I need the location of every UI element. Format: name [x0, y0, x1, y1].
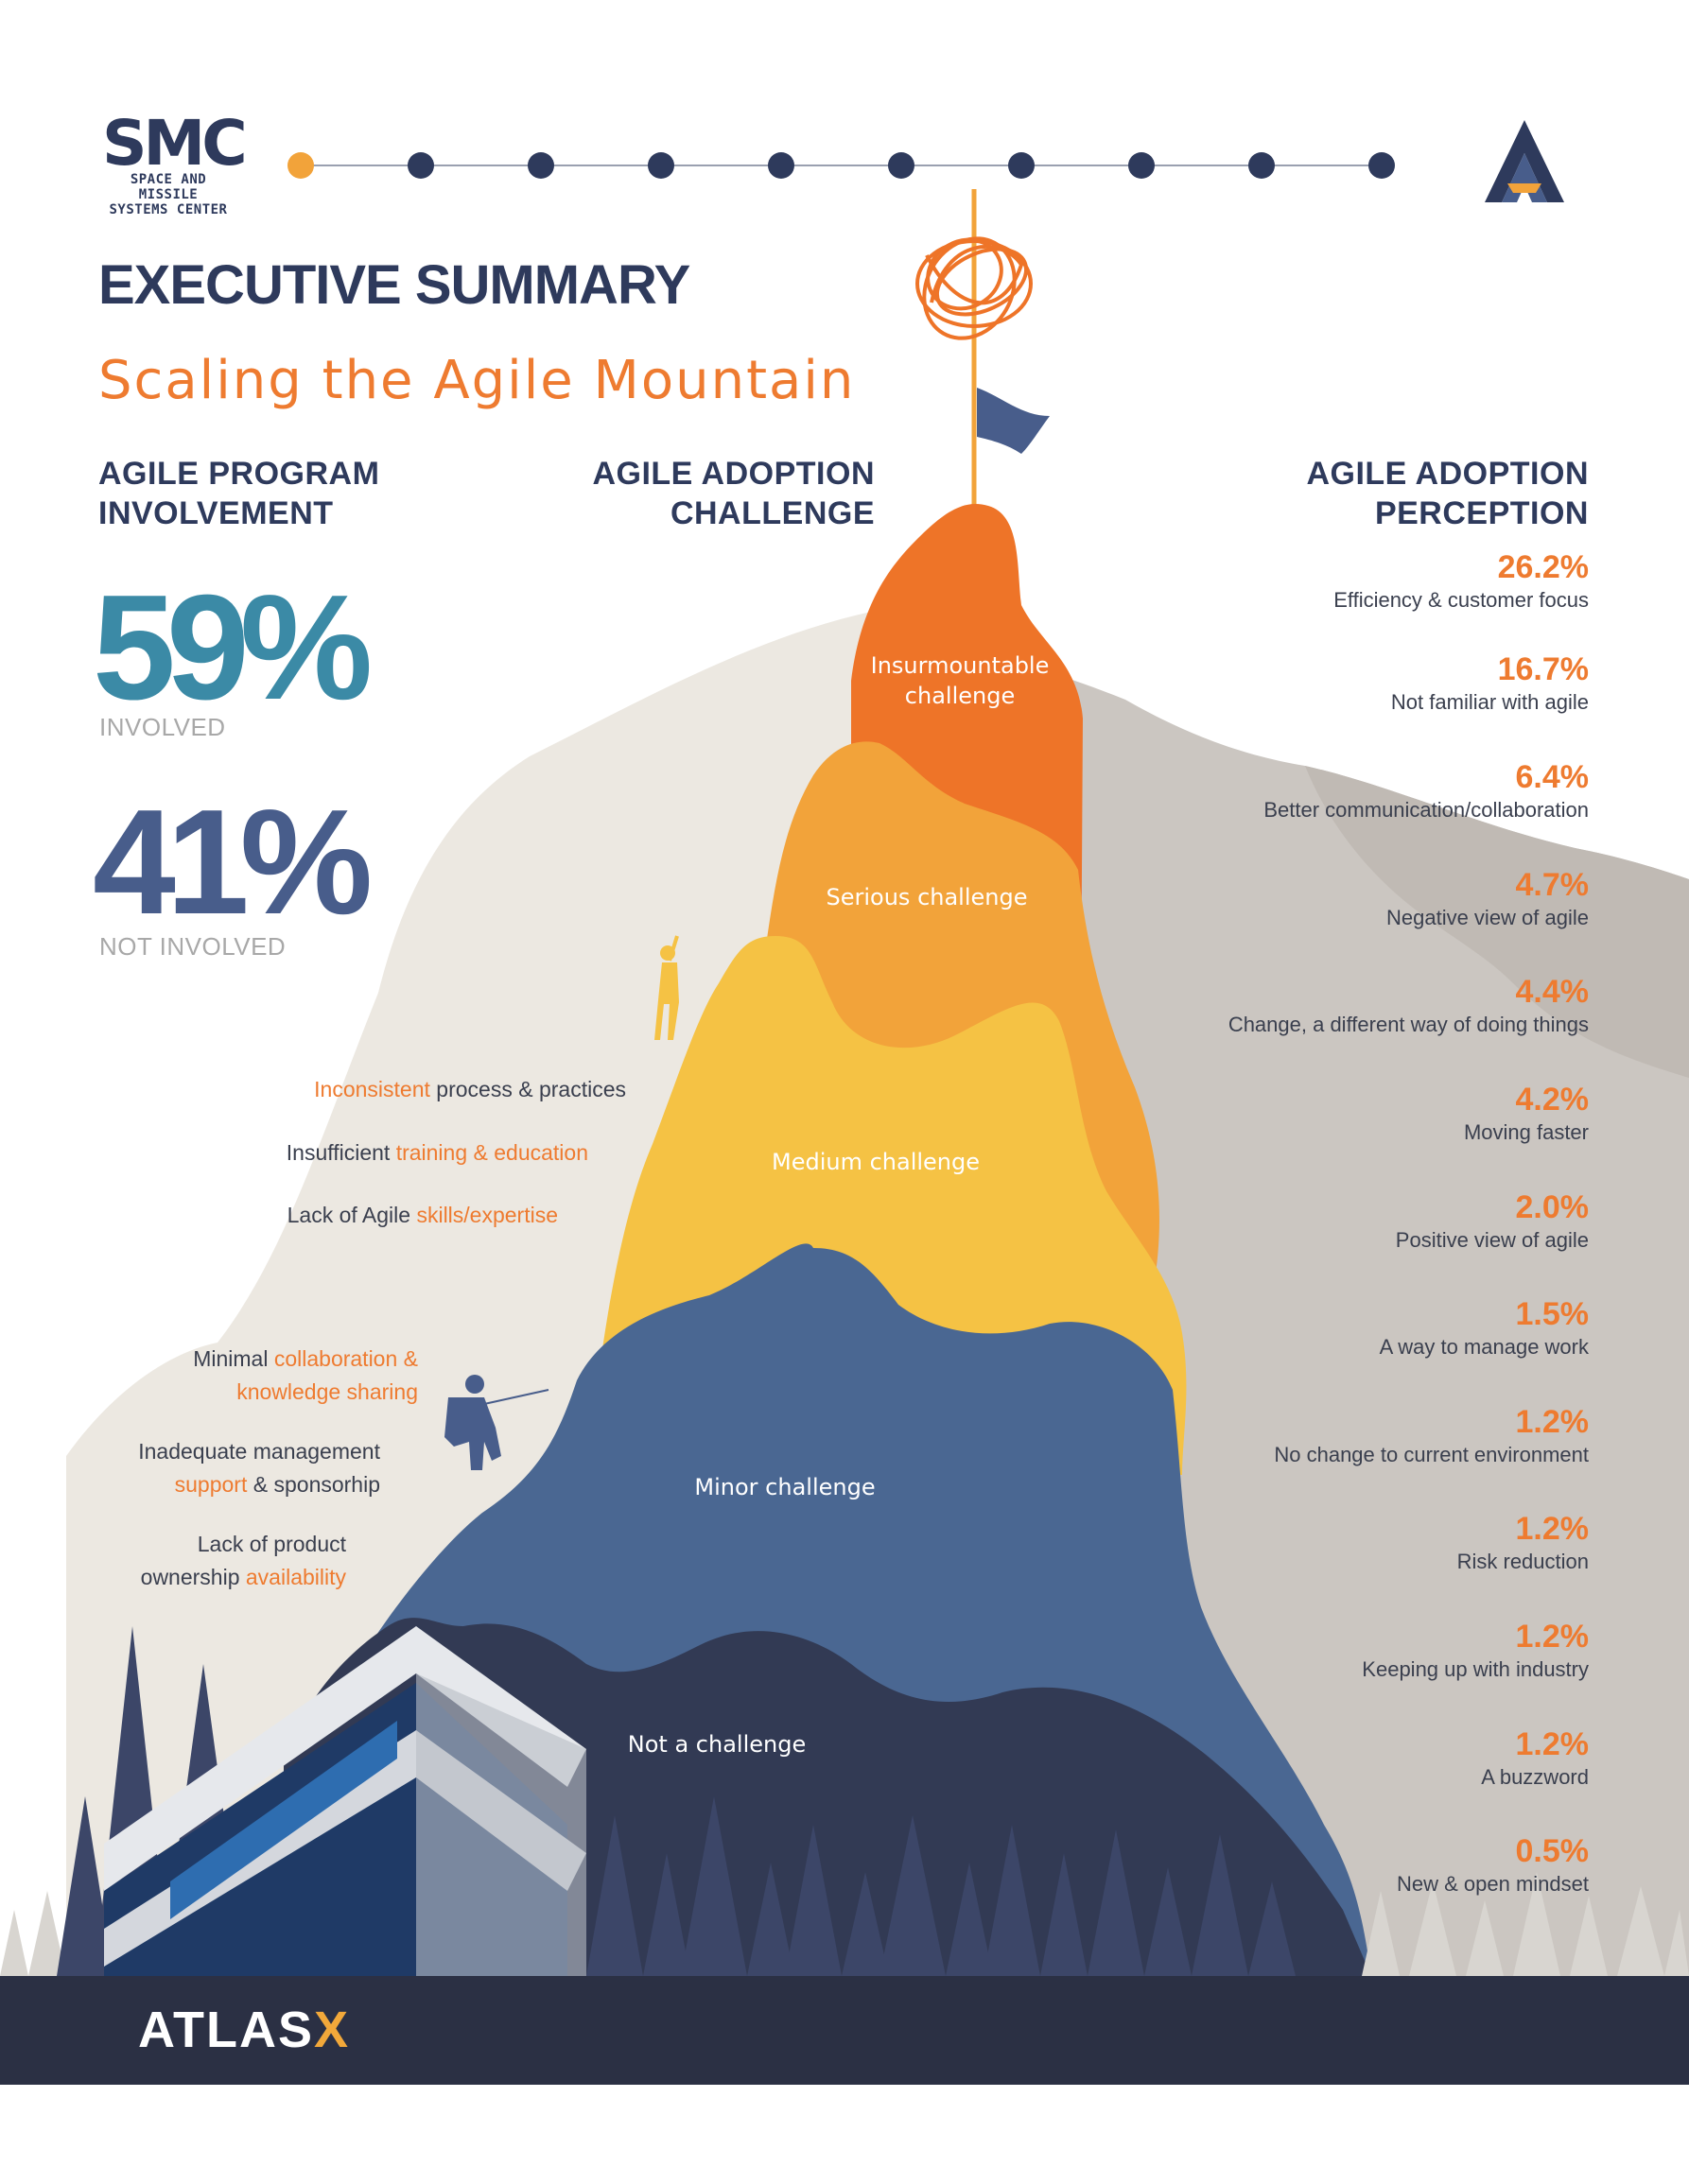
- perception-label: A way to manage work: [1379, 1335, 1589, 1359]
- perception-label: Positive view of agile: [1395, 1228, 1589, 1252]
- perception-item: 4.7% Negative view of agile: [1097, 866, 1589, 932]
- smc-logo-line1: SPACE AND MISSILE: [130, 172, 207, 202]
- reason-item: Lack of product ownership availability: [140, 1532, 346, 1589]
- perception-value: 26.2%: [1497, 549, 1589, 585]
- not-involved-percentage: 41%: [93, 779, 373, 945]
- perception-label: No change to current environment: [1274, 1443, 1589, 1466]
- perception-item: 1.2% A buzzword: [1097, 1725, 1589, 1792]
- perception-value: 2.0%: [1515, 1189, 1590, 1225]
- perception-value: 4.2%: [1515, 1082, 1590, 1118]
- perception-value: 1.2%: [1515, 1619, 1590, 1655]
- band-label-minor: Minor challenge: [694, 1474, 876, 1500]
- perception-label: Not familiar with agile: [1390, 690, 1589, 714]
- perception-label: New & open mindset: [1397, 1872, 1589, 1896]
- perception-label: A buzzword: [1481, 1765, 1589, 1789]
- reason-item: Inadequate management support & sponsorh…: [138, 1439, 380, 1497]
- reason-item: Lack of Agile skills/expertise: [287, 1203, 558, 1227]
- foreground-treeline: [586, 1796, 1296, 1976]
- perception-value: 6.4%: [1515, 759, 1590, 795]
- involved-percentage: 59%: [93, 564, 373, 731]
- involved-label: INVOLVED: [99, 713, 226, 741]
- atlasx-logo: ATLASX: [138, 2002, 351, 2058]
- smc-logo: SMC SPACE AND MISSILE SYSTEMS CENTER: [102, 107, 248, 218]
- perception-label: Better communication/collaboration: [1263, 798, 1589, 822]
- perception-item: 6.4% Better communication/collaboration: [1097, 758, 1589, 824]
- perception-label: Risk reduction: [1456, 1550, 1589, 1573]
- perception-item: 1.5% A way to manage work: [1097, 1295, 1589, 1361]
- progress-dot: [287, 152, 314, 179]
- perception-item: 0.5% New & open mindset: [1097, 1832, 1589, 1898]
- progress-dot: [888, 152, 914, 179]
- progress-dot: [408, 152, 434, 179]
- band-label-insurmountable: Insurmountable challenge: [870, 652, 1050, 709]
- challenge-heading: AGILE ADOPTION CHALLENGE: [592, 456, 875, 531]
- climber-bottom: [444, 1375, 549, 1470]
- perception-value: 4.4%: [1515, 974, 1590, 1010]
- reason-item: Minimal collaboration & knowledge sharin…: [193, 1346, 418, 1404]
- summit-flag: [977, 388, 1050, 454]
- perception-item: 16.7% Not familiar with agile: [1097, 650, 1589, 717]
- perception-label: Efficiency & customer focus: [1333, 588, 1589, 612]
- right-mountain-shade: [1305, 766, 1689, 1078]
- progress-dots: [287, 152, 1395, 179]
- page-title: EXECUTIVE SUMMARY: [98, 254, 690, 316]
- tangled-knot: [915, 236, 1033, 340]
- reason-item: Inconsistent process & practices: [314, 1077, 626, 1101]
- smc-logo-line2: SYSTEMS CENTER: [109, 202, 228, 217]
- progress-dot: [1248, 152, 1275, 179]
- perception-label: Moving faster: [1463, 1120, 1589, 1144]
- progress-dot: [528, 152, 554, 179]
- perception-item: 2.0% Positive view of agile: [1097, 1188, 1589, 1255]
- perception-item: 1.2% No change to current environment: [1097, 1403, 1589, 1469]
- band-label-serious: Serious challenge: [826, 884, 1028, 910]
- smc-logo-mark: SMC: [102, 107, 248, 180]
- perception-heading: AGILE ADOPTION PERCEPTION: [1306, 456, 1589, 531]
- perception-item: 4.4% Change, a different way of doing th…: [1097, 973, 1589, 1039]
- perception-item: 1.2% Keeping up with industry: [1097, 1618, 1589, 1684]
- progress-dot: [1368, 152, 1395, 179]
- footer-bar: ATLASX: [0, 1976, 1689, 2085]
- perception-value: 0.5%: [1515, 1833, 1590, 1869]
- perception-value: 1.2%: [1515, 1404, 1590, 1440]
- perception-value: 16.7%: [1497, 651, 1589, 687]
- progress-dot: [1008, 152, 1035, 179]
- band-label-medium: Medium challenge: [771, 1149, 981, 1175]
- page-subtitle: Scaling the Agile Mountain: [98, 350, 856, 411]
- perception-item: 4.2% Moving faster: [1097, 1081, 1589, 1147]
- atlas-a-icon: [1485, 120, 1564, 202]
- background-treeline: [0, 1872, 1689, 1976]
- perception-value: 1.2%: [1515, 1511, 1590, 1547]
- not-involved-label: NOT INVOLVED: [99, 932, 287, 961]
- band-label-not: Not a challenge: [627, 1731, 807, 1758]
- involvement-heading: AGILE PROGRAM INVOLVEMENT: [98, 456, 380, 531]
- progress-dot: [1128, 152, 1155, 179]
- perception-item: 26.2% Efficiency & customer focus: [1097, 548, 1589, 615]
- perception-value: 4.7%: [1515, 867, 1590, 903]
- building-illustration: [104, 1626, 586, 1976]
- progress-dot: [768, 152, 794, 179]
- perception-label: Change, a different way of doing things: [1228, 1013, 1589, 1036]
- perception-label: Keeping up with industry: [1362, 1657, 1589, 1681]
- climber-top: [654, 935, 679, 1040]
- perception-value: 1.5%: [1515, 1296, 1590, 1332]
- reason-item: Insufficient training & education: [286, 1140, 588, 1165]
- perception-item: 1.2% Risk reduction: [1097, 1510, 1589, 1576]
- perception-value: 1.2%: [1515, 1726, 1590, 1762]
- progress-dot: [648, 152, 674, 179]
- perception-label: Negative view of agile: [1385, 906, 1589, 929]
